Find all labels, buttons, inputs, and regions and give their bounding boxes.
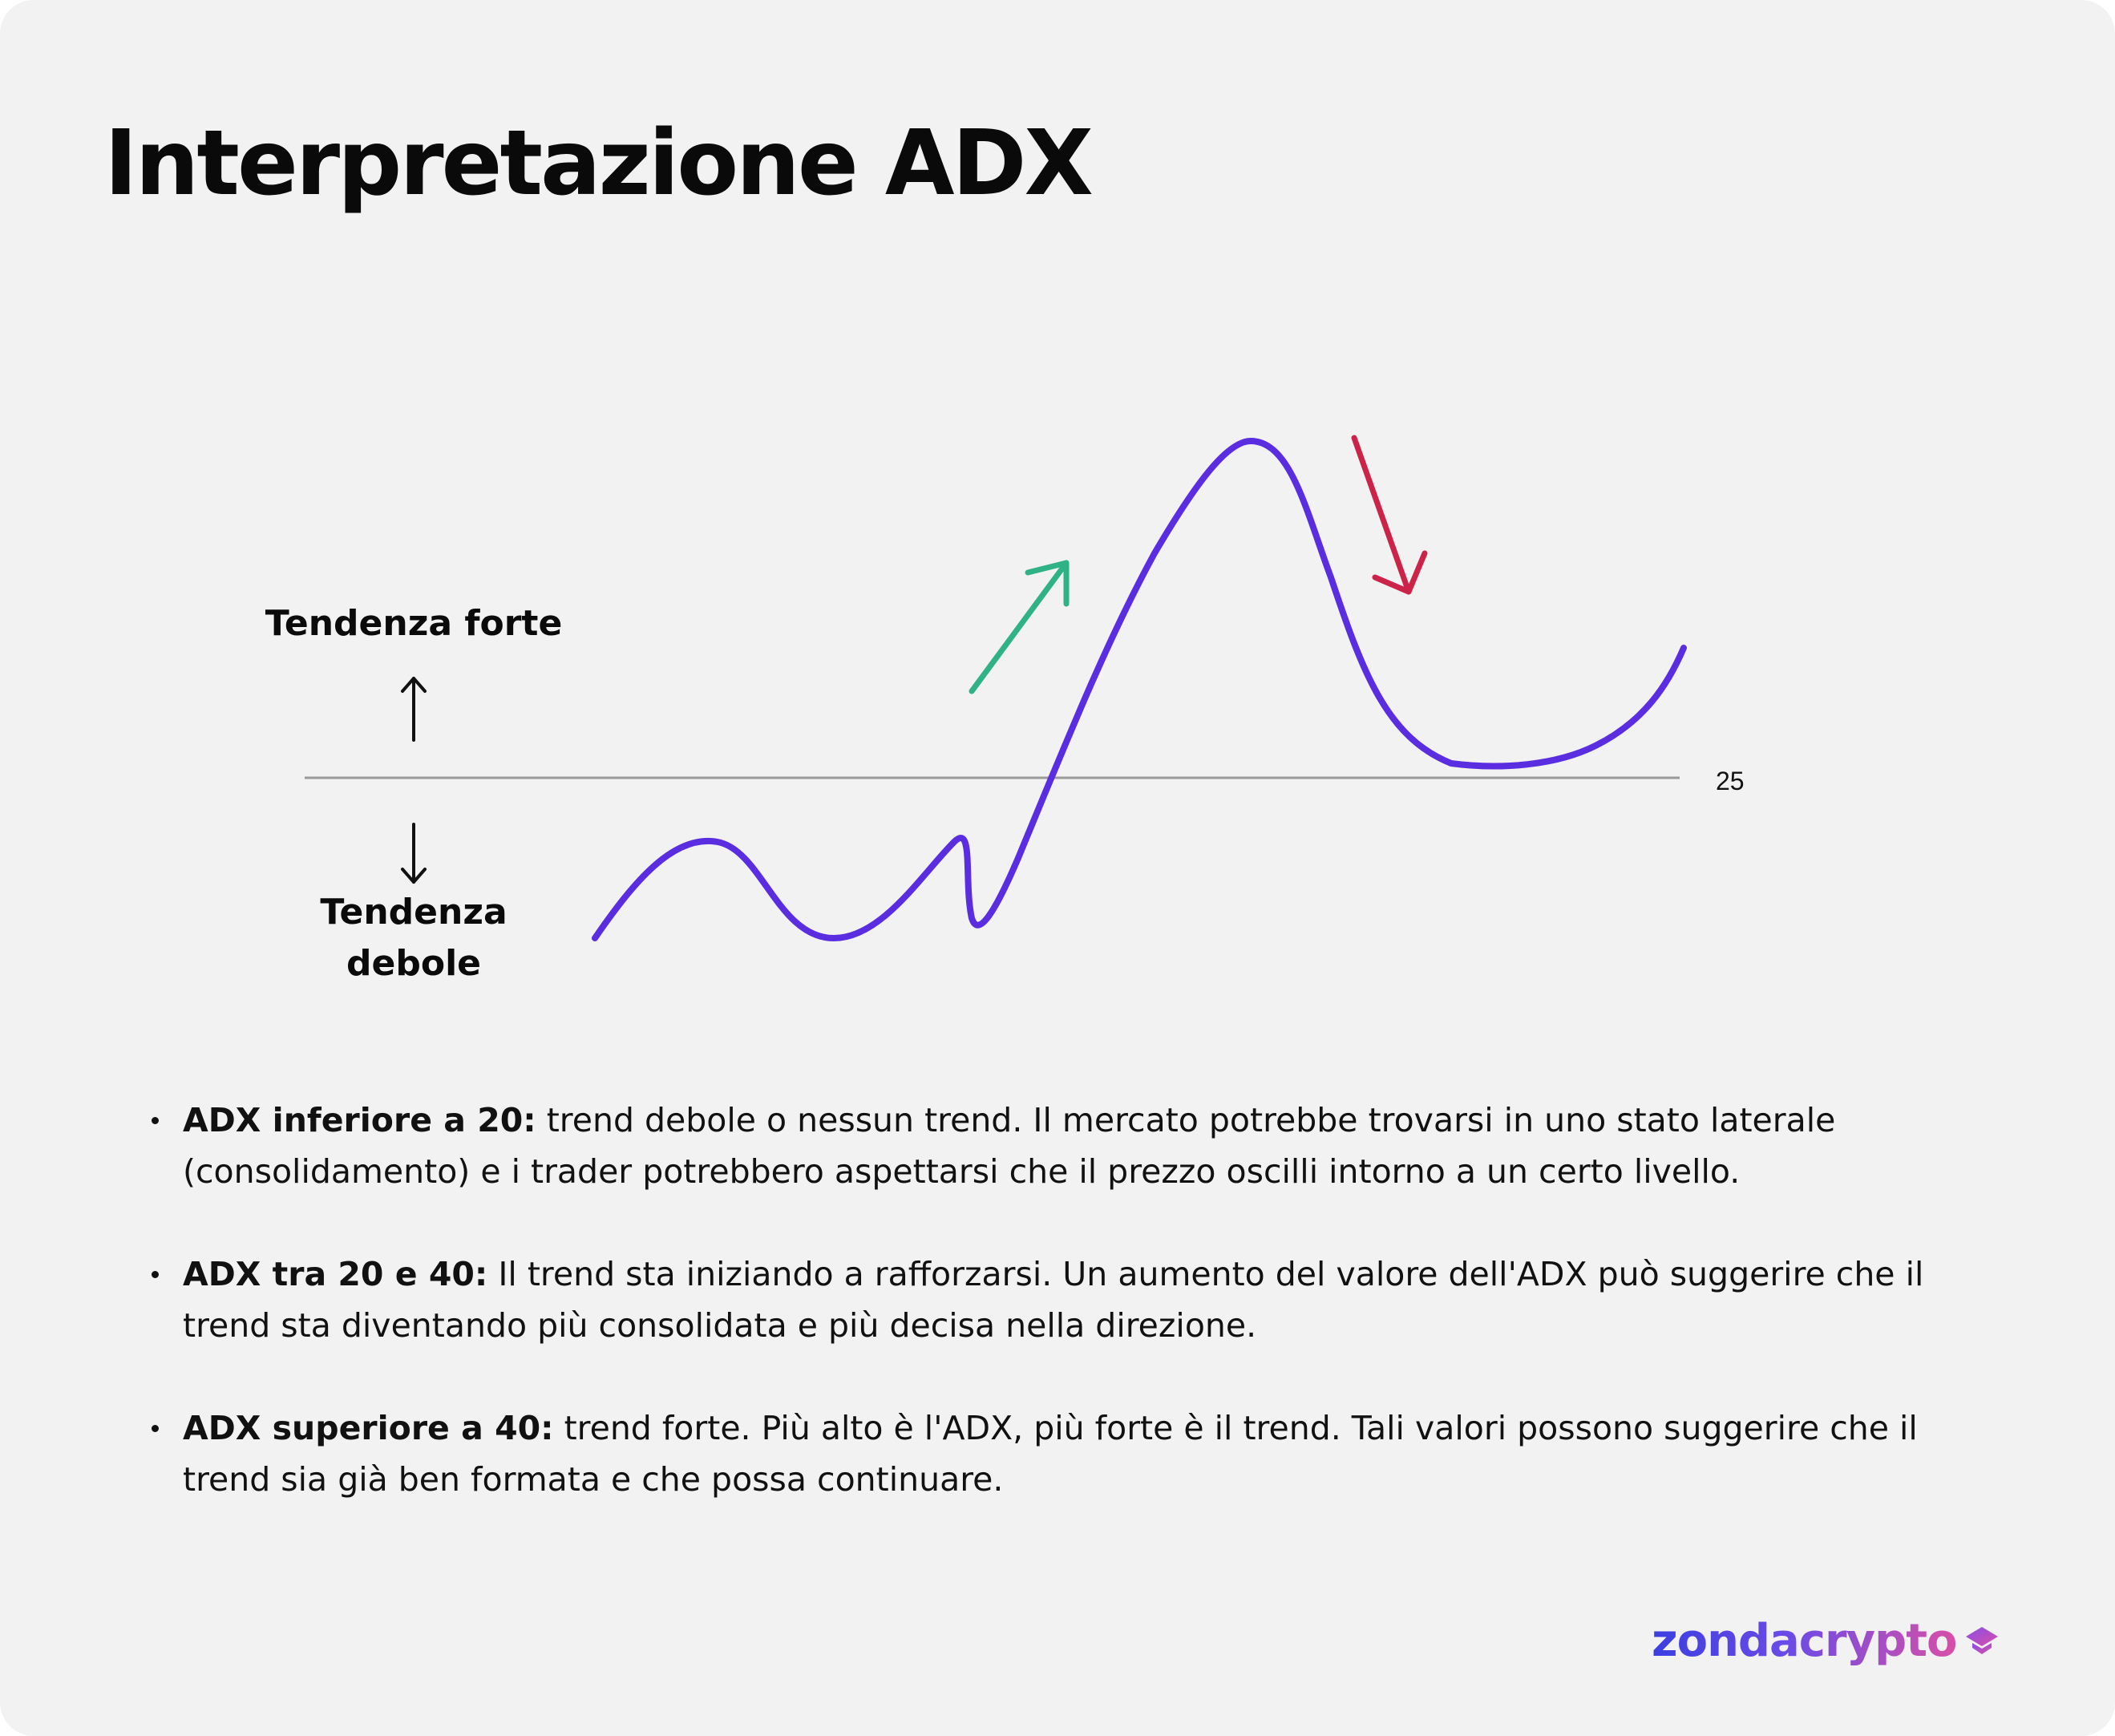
arrow-up-icon: [401, 677, 427, 742]
bullet-text: trend debole o nessun trend. Il mercato …: [183, 1101, 1836, 1191]
weak-trend-label-line2: debole: [346, 943, 481, 984]
brand-logo-text: zondacrypto: [1652, 1613, 1957, 1669]
bullet-term: ADX inferiore a 20:: [183, 1101, 536, 1139]
adx-diagram: 25 Tendenza forte Tendenza debole: [265, 435, 1745, 984]
adx-curve: [592, 438, 1687, 941]
strong-trend-label: Tendenza forte: [265, 603, 563, 644]
list-item: ADX tra 20 e 40: Il trend sta iniziando …: [144, 1248, 1988, 1351]
rising-arrow-icon: [969, 560, 1070, 694]
brand-logo: zondacrypto: [1652, 1613, 2012, 1669]
bullet-text: trend forte. Più alto è l'ADX, più forte…: [183, 1409, 1918, 1499]
arrow-down-icon: [401, 823, 427, 884]
threshold-label: 25: [1716, 767, 1745, 795]
page-title: Interpretazione ADX: [104, 111, 1094, 216]
zonda-logo-icon: [1966, 1627, 1999, 1654]
list-item: ADX inferiore a 20: trend debole o nessu…: [144, 1095, 1988, 1197]
bullet-term: ADX tra 20 e 40:: [183, 1255, 488, 1293]
list-item: ADX superiore a 40: trend forte. Più alt…: [144, 1402, 1988, 1505]
weak-trend-label-line1: Tendenza: [320, 892, 507, 933]
adx-interpretation-list: ADX inferiore a 20: trend debole o nessu…: [144, 1095, 1988, 1556]
bullet-term: ADX superiore a 40:: [183, 1409, 554, 1447]
falling-arrow-icon: [1351, 435, 1428, 595]
bullet-text: Il trend sta iniziando a rafforzarsi. Un…: [183, 1255, 1924, 1345]
